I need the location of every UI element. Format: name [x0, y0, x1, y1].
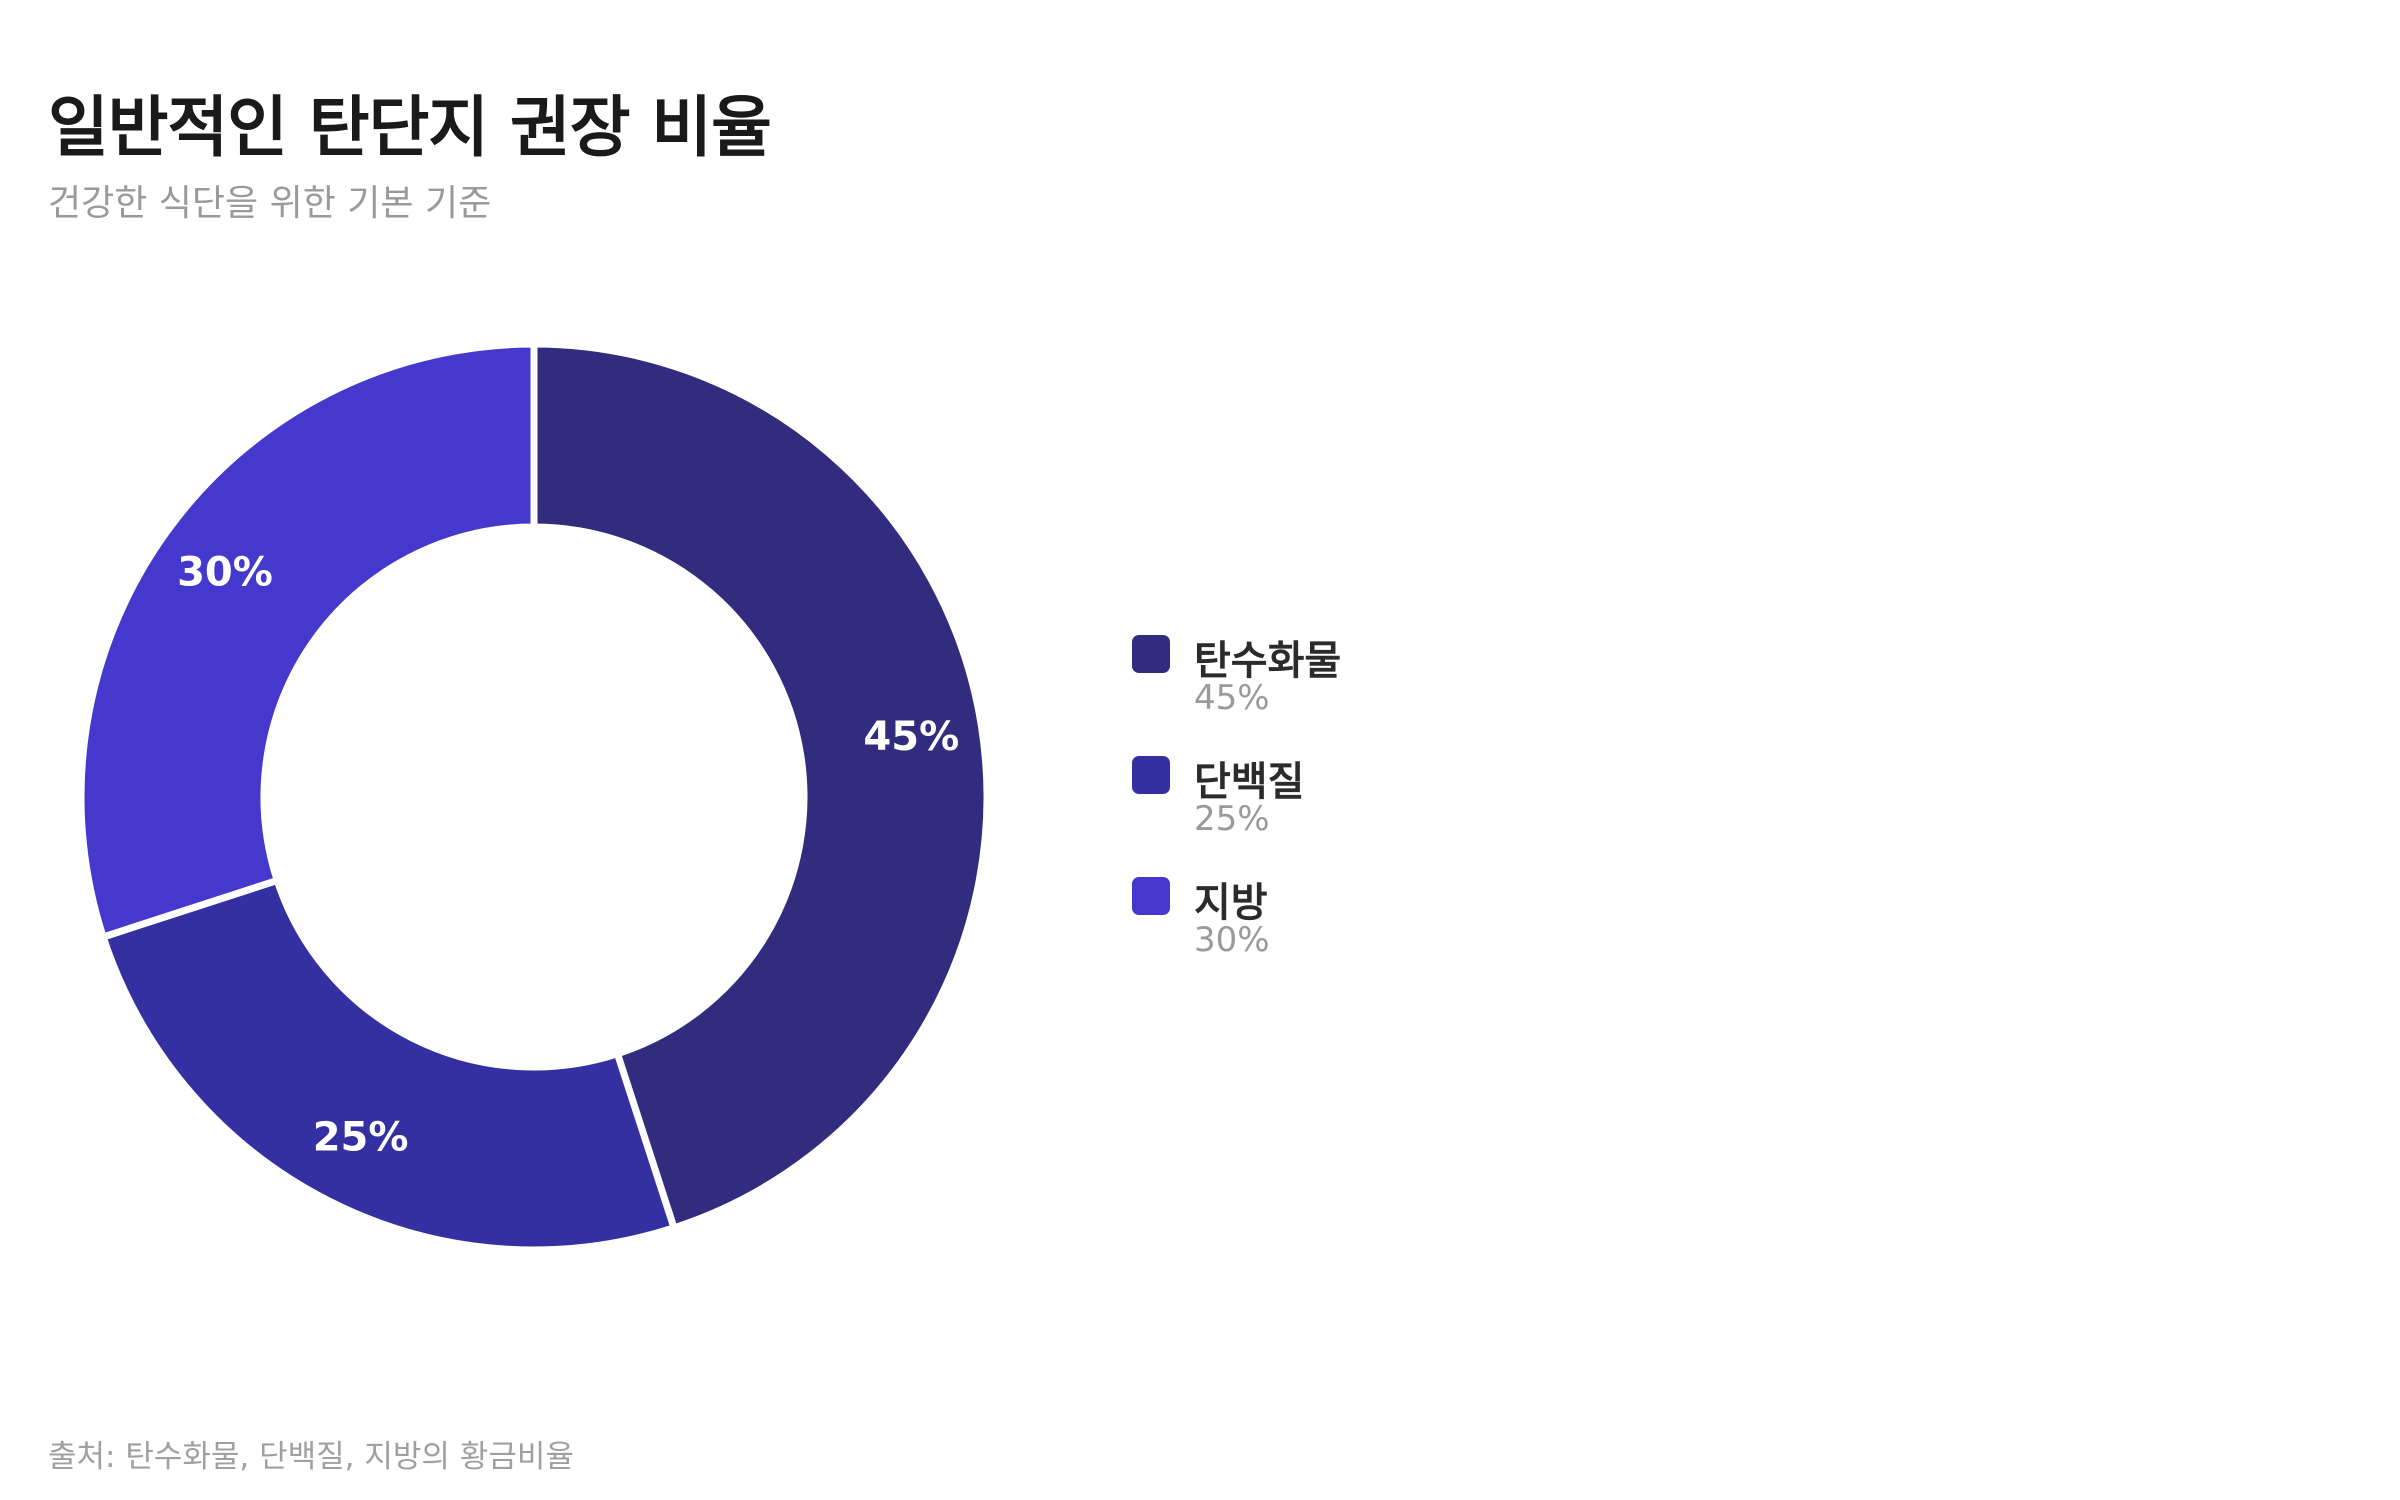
- donut-slices: [77, 340, 991, 1254]
- donut-slice-3[interactable]: [77, 340, 538, 942]
- source-note: 출처: 탄수화물, 단백질, 지방의 황금비율: [48, 1439, 574, 1475]
- slice-percent-label: 30%: [177, 549, 273, 595]
- legend-label: 탄수화물: [1194, 638, 1342, 684]
- donut-slice-labels: 45% 25% 30%: [177, 549, 959, 1160]
- donut-slice-1[interactable]: [530, 340, 991, 1233]
- legend-value: 30%: [1194, 920, 1270, 960]
- legend-label: 단백질: [1194, 759, 1305, 805]
- donut-slice-2[interactable]: [98, 876, 679, 1254]
- chart-subtitle: 건강한 식단을 위한 기본 기준: [48, 183, 492, 224]
- legend-label: 지방: [1194, 880, 1268, 926]
- legend-value: 25%: [1194, 799, 1270, 839]
- legend-value: 45%: [1194, 678, 1270, 718]
- legend-swatch: [1132, 756, 1170, 794]
- slice-percent-label: 25%: [313, 1114, 409, 1160]
- legend-swatch: [1132, 877, 1170, 915]
- donut-chart: 45% 25% 30%: [77, 340, 991, 1254]
- legend-swatch: [1132, 635, 1170, 673]
- slice-percent-label: 45%: [863, 714, 959, 760]
- chart-title: 일반적인 탄단지 권장 비율: [48, 89, 772, 166]
